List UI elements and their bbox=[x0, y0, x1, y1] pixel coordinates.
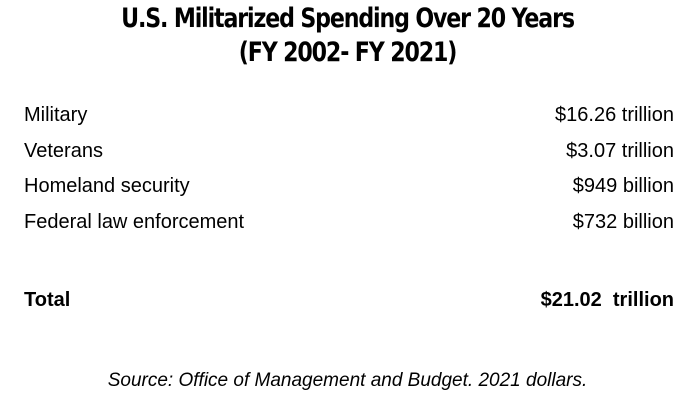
row-label-military: Military bbox=[24, 104, 88, 127]
title-line-1: U.S. Militarized Spending Over 20 Years bbox=[121, 3, 575, 34]
row-value-federal-law-enforcement: $732 billion bbox=[572, 210, 674, 233]
row-value-military: $16.26 trillion bbox=[555, 104, 674, 127]
row-label-homeland-security: Homeland security bbox=[24, 175, 190, 198]
row-label-federal-law-enforcement: Federal law enforcement bbox=[24, 210, 245, 233]
row-value-veterans: $3.07 trillion bbox=[566, 139, 674, 162]
spending-table: Military $16.26 trillion Veterans $3.07 … bbox=[24, 98, 674, 240]
row-label-veterans: Veterans bbox=[24, 139, 103, 162]
row-value-homeland-security: $949 billion bbox=[572, 175, 674, 198]
table-row: Military $16.26 trillion bbox=[24, 98, 674, 134]
total-row: Total $21.02 trillion bbox=[24, 282, 674, 318]
table-row: Homeland security $949 billion bbox=[24, 169, 674, 205]
table-row: Federal law enforcement $732 billion bbox=[24, 205, 674, 241]
total-value: $21.02 trillion bbox=[540, 288, 674, 311]
source-note: Source: Office of Management and Budget.… bbox=[107, 370, 588, 391]
page-title: U.S. Militarized Spending Over 20 Years … bbox=[0, 2, 695, 70]
table-row: Veterans $3.07 trillion bbox=[24, 134, 674, 170]
total-label: Total bbox=[24, 288, 71, 311]
title-line-2: (FY 2002- FY 2021) bbox=[238, 37, 458, 68]
